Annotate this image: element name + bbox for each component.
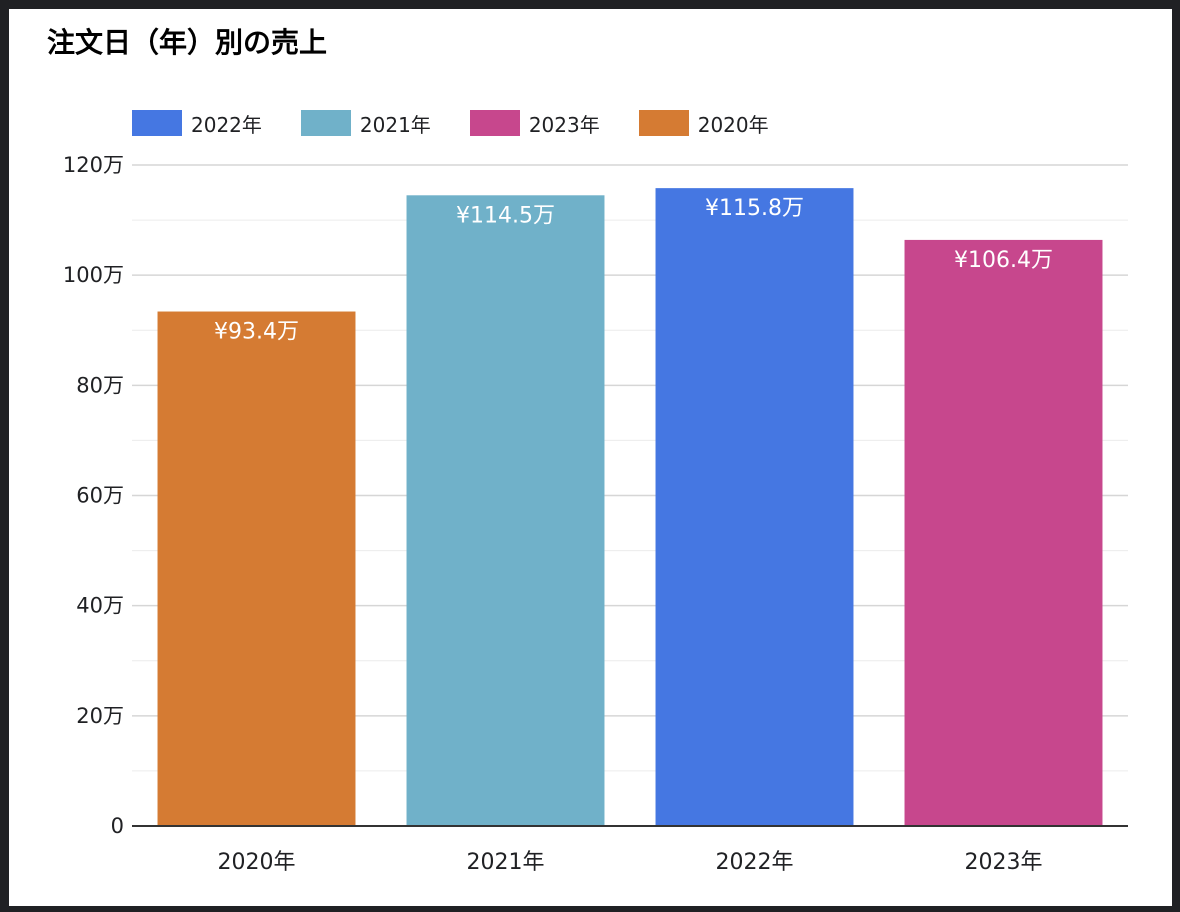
y-tick-label: 20万 <box>76 704 124 728</box>
legend-label-2023: 2023年 <box>528 112 600 137</box>
chart-card: 注文日（年）別の売上 2022年 2021年 2023年 2020年 0 20万 4… <box>9 9 1172 906</box>
y-tick-label: 0 <box>111 814 124 838</box>
chart-title: 注文日（年）別の売上 <box>47 26 328 59</box>
x-tick-label: 2021年 <box>467 850 545 875</box>
y-tick-label: 100万 <box>63 263 124 287</box>
y-tick-label: 120万 <box>63 153 124 177</box>
y-tick-label: 60万 <box>76 484 124 508</box>
data-label: ¥114.5万 <box>456 203 555 228</box>
bar-2022 <box>655 188 854 826</box>
legend-item-2020[interactable]: 2020年 <box>638 109 769 138</box>
legend-item-2023[interactable]: 2023年 <box>469 109 600 138</box>
x-tick-label: 2022年 <box>716 850 794 875</box>
legend-swatch-2022 <box>132 110 182 136</box>
bar-2021 <box>406 195 605 826</box>
y-tick-label: 80万 <box>76 373 124 397</box>
y-tick-label: 40万 <box>76 594 124 618</box>
legend-item-2021[interactable]: 2021年 <box>300 109 431 138</box>
bar-chart-plot: 0 20万 40万 60万 80万 100万 120万 ¥93.4万 2020年 ¥114.5万 2… <box>63 153 1128 875</box>
legend-label-2020: 2020年 <box>697 112 769 137</box>
data-label: ¥93.4万 <box>214 320 299 345</box>
legend-item-2022[interactable]: 2022年 <box>132 109 262 138</box>
legend: 2022年 2021年 2023年 2020年 <box>132 108 808 138</box>
legend-swatch-2021 <box>300 110 351 136</box>
legend-label-2021: 2021年 <box>359 112 431 137</box>
bar-2020 <box>157 311 356 826</box>
bar-2023 <box>904 239 1103 826</box>
legend-label-2022: 2022年 <box>191 112 262 137</box>
x-tick-label: 2020年 <box>218 850 296 875</box>
legend-swatch-2023 <box>469 110 520 136</box>
legend-swatch-2020 <box>638 110 689 136</box>
data-label: ¥115.8万 <box>705 196 804 221</box>
data-label: ¥106.4万 <box>954 248 1053 273</box>
x-tick-label: 2023年 <box>965 850 1043 875</box>
